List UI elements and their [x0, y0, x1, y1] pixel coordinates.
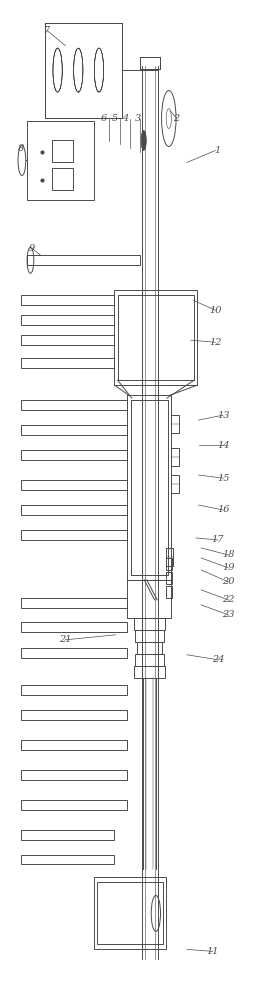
Circle shape: [141, 131, 146, 150]
Bar: [166, 548, 173, 566]
Bar: [135, 654, 164, 666]
Bar: [45, 23, 122, 118]
Bar: [21, 450, 127, 460]
Bar: [21, 685, 127, 695]
Bar: [134, 666, 165, 678]
Bar: [27, 255, 140, 265]
Bar: [171, 415, 179, 433]
Bar: [53, 168, 73, 190]
Bar: [131, 400, 168, 575]
Text: 22: 22: [222, 595, 235, 604]
Bar: [166, 586, 172, 598]
Text: 4: 4: [122, 114, 128, 123]
Text: 19: 19: [222, 563, 235, 572]
Bar: [21, 710, 127, 720]
Text: 12: 12: [209, 338, 222, 347]
Text: 24: 24: [212, 655, 224, 664]
Bar: [137, 642, 162, 654]
Bar: [166, 572, 172, 584]
Text: 10: 10: [209, 306, 222, 315]
Bar: [134, 618, 165, 630]
Bar: [21, 648, 127, 658]
Text: 23: 23: [222, 610, 235, 619]
Text: 1: 1: [215, 146, 221, 155]
Bar: [140, 57, 160, 69]
Text: 16: 16: [217, 505, 229, 514]
Text: 13: 13: [217, 411, 229, 420]
Bar: [97, 882, 163, 944]
Bar: [21, 622, 127, 632]
Text: 5: 5: [111, 114, 118, 123]
Bar: [21, 770, 127, 780]
Bar: [21, 295, 114, 305]
Text: 11: 11: [206, 947, 219, 956]
Bar: [171, 448, 179, 466]
Bar: [171, 475, 179, 493]
Bar: [21, 480, 127, 490]
Bar: [21, 740, 127, 750]
Text: 18: 18: [222, 550, 235, 559]
Text: 7: 7: [44, 26, 50, 35]
Text: 8: 8: [18, 144, 24, 153]
Bar: [45, 23, 122, 118]
Bar: [21, 400, 127, 410]
Bar: [21, 335, 114, 345]
Bar: [21, 530, 127, 540]
Bar: [135, 630, 164, 642]
Bar: [140, 57, 160, 69]
Bar: [21, 358, 114, 368]
Bar: [21, 505, 127, 515]
Text: 20: 20: [222, 577, 235, 586]
Text: 14: 14: [217, 441, 229, 450]
Text: 6: 6: [101, 114, 107, 123]
Text: 9: 9: [29, 244, 35, 253]
Bar: [94, 877, 166, 949]
Bar: [53, 140, 73, 162]
Bar: [21, 855, 114, 864]
Text: 2: 2: [173, 114, 180, 123]
Bar: [127, 580, 171, 618]
Text: 21: 21: [59, 635, 72, 644]
Bar: [27, 121, 94, 200]
Bar: [21, 598, 127, 608]
Bar: [21, 315, 114, 325]
Text: 15: 15: [217, 474, 229, 483]
Bar: [21, 800, 127, 810]
Bar: [118, 295, 194, 380]
Bar: [21, 830, 114, 840]
Bar: [114, 290, 197, 385]
Text: 3: 3: [135, 114, 141, 123]
Bar: [166, 558, 172, 570]
Bar: [127, 395, 171, 580]
Bar: [21, 425, 127, 435]
Text: 17: 17: [212, 535, 224, 544]
